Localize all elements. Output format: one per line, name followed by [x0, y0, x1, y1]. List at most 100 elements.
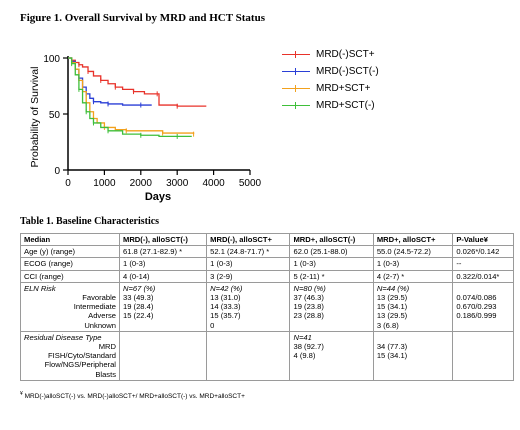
survival-curve-2 — [68, 57, 195, 135]
table-cell: 55.0 (24.5-72.2) — [372, 245, 454, 259]
legend-swatch — [282, 51, 310, 58]
x-tick-label: 5000 — [239, 178, 262, 189]
chart-curves — [68, 57, 207, 139]
cell-line: 15 (22.4) — [123, 311, 154, 321]
eln-sublabel: Adverse — [88, 311, 116, 321]
baseline-table: Median MRD(-), alloSCT(-) MRD(-), alloSC… — [20, 232, 514, 381]
cell-line: 23 (28.8) — [293, 311, 324, 321]
figure-title: Figure 1. Overall Survival by MRD and HC… — [20, 12, 265, 24]
legend-swatch — [282, 85, 310, 92]
cell-line: N=41 — [293, 332, 312, 342]
table-cell: 1 (0-3) — [118, 257, 208, 271]
table-header-row: Median MRD(-), alloSCT(-) MRD(-), alloSC… — [20, 232, 514, 247]
header-median: Median — [20, 232, 120, 247]
cell-line: 38 (92.7) — [293, 342, 324, 352]
table-cell: 1 (0-3) — [289, 257, 374, 271]
cell-line: 13 (29.5) — [376, 293, 408, 303]
table-cell: 4 (2-7) * — [372, 269, 454, 283]
table-row-residual: Residual Disease Type MRD FISH/Cyto/Stan… — [20, 330, 514, 381]
legend-item: MRD(-)SCT(-) — [282, 63, 379, 80]
cell-line: N=67 (%) — [123, 283, 156, 293]
residual-label: Residual Disease Type — [24, 332, 102, 342]
table-cell: N=42 (%) 13 (31.0) 14 (33.3) 15 (35.7) 0 — [206, 281, 291, 332]
eln-sublabel: Favorable — [82, 293, 116, 303]
cell-line: 0.186/0.999 — [456, 311, 497, 321]
residual-sublabel: Blasts — [95, 369, 116, 379]
x-tick-label: 1000 — [93, 178, 116, 189]
cell-line: 0 — [210, 320, 215, 330]
table-row: Age (y) (range) 61.8 (27.1-82.9) * 52.1 … — [20, 245, 514, 259]
cell-line: 37 (46.3) — [293, 293, 324, 303]
header-pvalue: P-Value¥ — [452, 232, 514, 247]
y-tick-label: 0 — [54, 166, 60, 177]
table-cell: -- — [452, 257, 514, 271]
row-label-residual: Residual Disease Type MRD FISH/Cyto/Stan… — [20, 330, 120, 381]
legend-item: MRD+SCT+ — [282, 80, 379, 97]
x-tick-label: 4000 — [202, 178, 225, 189]
cell-line: 33 (49.3) — [123, 293, 154, 303]
cell-line: 19 (23.8) — [293, 302, 324, 312]
table-cell: 52.1 (24.8-71.7) * — [206, 245, 291, 259]
y-tick-label: 100 — [43, 54, 60, 65]
eln-sublabel: Unknown — [84, 320, 116, 330]
header-mrdneg-sctneg: MRD(-), alloSCT(-) — [118, 232, 208, 247]
table-cell: 0.322/0.014* — [452, 269, 514, 283]
table-row: CCI (range) 4 (0-14) 3 (2-9) 5 (2-11) * … — [20, 269, 514, 283]
legend-item: MRD+SCT(-) — [282, 97, 379, 114]
cell-line: 3 (6.8) — [376, 320, 399, 330]
table-cell: 0.074/0.086 0.670/0.293 0.186/0.999 — [452, 281, 514, 332]
table-cell: N=80 (%) 37 (46.3) 19 (23.8) 23 (28.8) — [289, 281, 374, 332]
x-tick-label: 0 — [65, 178, 71, 189]
residual-sublabel: MRD — [98, 342, 116, 352]
y-axis-label: Probability of Survival — [29, 67, 41, 168]
cell-line: 34 (77.3) — [376, 342, 408, 352]
cell-line: 0.074/0.086 — [456, 293, 497, 303]
table-cell: 1 (0-3) — [206, 257, 291, 271]
table-cell — [206, 330, 291, 381]
table-footnote: ¥ MRD(-)alloSCT(-) vs. MRD(-)alloSCT+/ M… — [20, 391, 245, 400]
table-cell: 0.026*/0.142 — [452, 245, 514, 259]
cell-line: 14 (33.3) — [210, 302, 241, 312]
eln-sublabel: Intermediate — [73, 302, 116, 312]
table-title: Table 1. Baseline Characteristics — [20, 216, 160, 227]
legend-label: MRD(-)SCT(-) — [316, 66, 379, 77]
row-label: Age (y) (range) — [20, 245, 120, 259]
x-tick-label: 2000 — [130, 178, 153, 189]
row-label-eln: ELN Risk Favorable Intermediate Adverse … — [20, 281, 120, 332]
cell-line: 15 (34.1) — [376, 302, 408, 312]
eln-label: ELN Risk — [24, 283, 56, 293]
residual-sublabel: Flow/NGS/Peripheral — [44, 360, 116, 370]
y-tick-label: 50 — [49, 110, 61, 121]
survival-curve-0 — [68, 57, 207, 107]
row-label: ECOG (range) — [20, 257, 120, 271]
cell-line: 13 (31.0) — [210, 293, 241, 303]
table-cell: 1 (0-3) — [372, 257, 454, 271]
legend-swatch — [282, 102, 310, 109]
cell-line: N=80 (%) — [293, 283, 326, 293]
table-cell — [452, 330, 514, 381]
cell-line: 13 (29.5) — [376, 311, 408, 321]
table-cell: 61.8 (27.1-82.9) * — [118, 245, 208, 259]
chart-legend: MRD(-)SCT+ MRD(-)SCT(-) MRD+SCT+ MRD+SCT(-) — [282, 46, 379, 114]
legend-label: MRD(-)SCT+ — [316, 49, 375, 60]
table-cell: 4 (0-14) — [118, 269, 208, 283]
footnote-marker: ¥ — [20, 391, 23, 397]
table-cell: N=41 38 (92.7) 4 (9.8) — [289, 330, 374, 381]
x-axis-label: Days — [145, 191, 171, 203]
x-tick-label: 3000 — [166, 178, 189, 189]
residual-sublabel: FISH/Cyto/Standard — [48, 351, 116, 361]
table-cell — [118, 330, 208, 381]
cell-line: 15 (35.7) — [210, 311, 241, 321]
cell-line: N=42 (%) — [210, 283, 243, 293]
cell-line: 19 (28.4) — [123, 302, 154, 312]
table-row: ECOG (range) 1 (0-3) 1 (0-3) 1 (0-3) 1 (… — [20, 257, 514, 271]
cell-line: 4 (9.8) — [293, 351, 316, 361]
table-row-eln: ELN Risk Favorable Intermediate Adverse … — [20, 281, 514, 332]
table-cell: 34 (77.3) 15 (34.1) — [372, 330, 454, 381]
footnote-text: MRD(-)alloSCT(-) vs. MRD(-)alloSCT+/ MRD… — [22, 393, 245, 401]
cell-line: 15 (34.1) — [376, 351, 408, 361]
header-mrdpos-sctpos: MRD+, alloSCT+ — [372, 232, 454, 247]
table-cell: 5 (2-11) * — [289, 269, 374, 283]
header-mrdneg-sctpos: MRD(-), alloSCT+ — [206, 232, 291, 247]
